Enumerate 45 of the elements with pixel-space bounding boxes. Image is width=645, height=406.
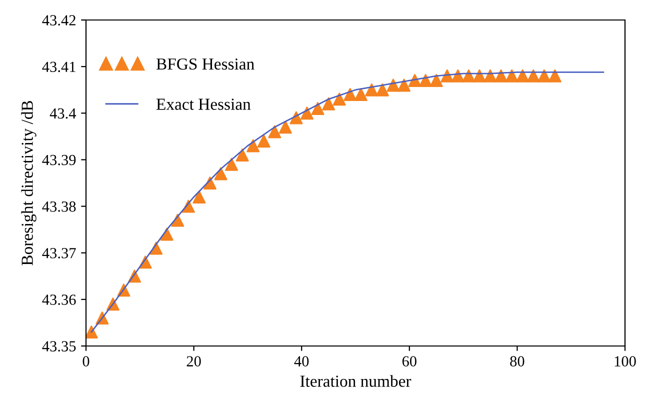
point (225, 158, 238, 171)
point (472, 69, 486, 82)
x-axis-title: Iteration number (300, 375, 412, 387)
x-tick-label: 20 (186, 356, 201, 366)
point (268, 125, 282, 138)
y-tick-label: 43.42 (42, 15, 76, 26)
point (257, 134, 270, 148)
point (484, 69, 497, 82)
point (236, 148, 249, 162)
x-tick-label: 40 (294, 356, 309, 366)
point (526, 69, 540, 82)
x-tick-label: 80 (510, 356, 524, 366)
x-tick-label: 60 (402, 356, 416, 366)
point (290, 111, 303, 124)
point (462, 69, 476, 82)
point (246, 139, 260, 152)
point (494, 69, 508, 82)
point (86, 326, 98, 339)
y-tick-label: 43.38 (42, 201, 76, 212)
point (538, 69, 551, 82)
y-tick-label: 43.41 (42, 62, 76, 72)
point (430, 74, 443, 88)
x-tick-label: 100 (614, 356, 636, 366)
point (548, 69, 562, 82)
x-tick-label: 0 (82, 356, 90, 366)
y-axis-title: Boresight directivity /dB (21, 100, 36, 266)
legend-label: Exact Hessian (156, 98, 251, 110)
point (322, 97, 336, 110)
y-tick-label: 43.35 (42, 341, 76, 352)
y-tick-label: 43.37 (42, 248, 76, 258)
point (354, 88, 368, 102)
y-tick-label: 43.4 (50, 108, 76, 119)
point (505, 69, 518, 82)
point (398, 78, 411, 92)
point (365, 83, 378, 96)
point (376, 83, 389, 96)
point (451, 69, 464, 82)
point (311, 102, 324, 115)
y-tick-label: 43.39 (42, 154, 76, 166)
y-tick-label: 43.36 (42, 294, 76, 305)
point (192, 190, 206, 204)
point (332, 92, 346, 106)
point (278, 120, 292, 134)
point (516, 69, 530, 82)
legend-label: BFGS Hessian (156, 58, 254, 70)
